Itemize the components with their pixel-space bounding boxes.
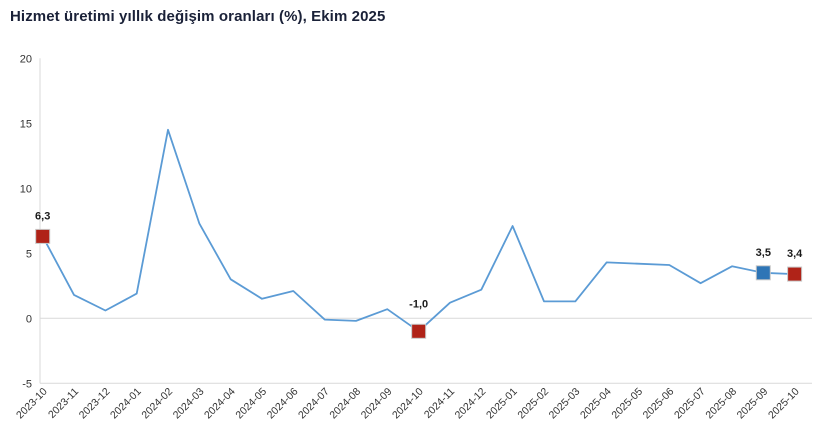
y-tick-label: 10: [20, 183, 32, 195]
chart-title: Hizmet üretimi yıllık değişim oranları (…: [10, 8, 386, 25]
x-tick-label: 2025-04: [578, 386, 614, 422]
x-tick-label: 2025-03: [547, 386, 583, 422]
x-tick-label: 2024-03: [171, 386, 207, 422]
marker-2025-09: [755, 265, 771, 281]
data-label-2025-09: 3,5: [756, 247, 771, 259]
x-tick-label: 2025-08: [703, 386, 739, 422]
data-label-2024-10: -1,0: [409, 298, 428, 310]
x-tick-label: 2025-01: [484, 386, 520, 422]
x-tick-label: 2025-10: [766, 386, 802, 422]
marker-2024-10: [411, 323, 427, 339]
y-tick-label: 0: [26, 313, 32, 325]
x-tick-label: 2024-08: [327, 386, 363, 422]
x-tick-label: 2025-07: [672, 386, 708, 422]
marker-2025-10: [787, 266, 803, 282]
x-tick-label: 2023-12: [77, 386, 113, 422]
x-tick-label: 2024-10: [390, 386, 426, 422]
x-tick-label: 2025-05: [609, 386, 645, 422]
data-label-2025-10: 3,4: [787, 248, 803, 260]
x-tick-label: 2023-10: [14, 386, 50, 422]
x-tick-label: 2025-06: [641, 386, 677, 422]
x-tick-label: 2024-09: [359, 386, 395, 422]
x-tick-label: 2024-02: [139, 386, 175, 422]
y-tick-label: 5: [26, 248, 32, 260]
x-tick-label: 2024-11: [422, 386, 457, 421]
y-tick-label: 20: [20, 53, 32, 65]
y-tick-label: 15: [20, 118, 32, 130]
x-tick-label: 2024-07: [296, 386, 332, 422]
data-label-2023-10: 6,3: [35, 210, 50, 222]
x-tick-label: 2025-09: [735, 386, 771, 422]
x-tick-label: 2025-02: [515, 386, 551, 422]
x-tick-label: 2024-05: [233, 386, 269, 422]
y-tick-label: -5: [22, 378, 32, 390]
marker-2023-10: [35, 228, 51, 244]
x-tick-label: 2023-11: [46, 386, 81, 421]
x-tick-label: 2024-04: [202, 386, 238, 422]
x-tick-label: 2024-01: [108, 386, 144, 422]
x-tick-label: 2024-12: [453, 386, 489, 422]
x-tick-label: 2024-06: [265, 386, 301, 422]
